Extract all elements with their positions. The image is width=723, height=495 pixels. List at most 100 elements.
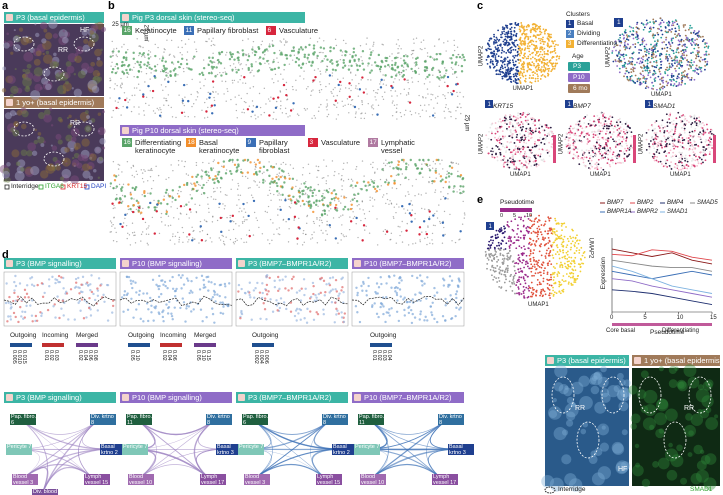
keratinocyte-dot — [271, 177, 274, 181]
cell-dot — [708, 137, 711, 139]
tissue-dot — [299, 187, 301, 190]
keratinocyte-dot — [285, 57, 289, 60]
image-texture — [43, 109, 51, 116]
tissue-dot — [154, 112, 156, 114]
tissue-dot — [122, 105, 124, 108]
cell-dot — [681, 158, 684, 160]
keratinocyte-dot — [256, 70, 260, 73]
keratinocyte-dot — [325, 68, 328, 72]
cell-dot — [702, 146, 705, 148]
tissue-dot — [219, 71, 221, 74]
tissue-dot — [464, 214, 466, 216]
keratinocyte-dot — [326, 58, 329, 61]
tissue-dot — [371, 166, 374, 169]
cell-dot — [684, 57, 686, 59]
cell-dot — [501, 75, 504, 78]
tissue-dot — [455, 162, 457, 165]
tissue-dot — [405, 68, 407, 71]
image-texture — [97, 112, 102, 116]
tissue-dot — [341, 174, 343, 177]
keratinocyte-dot — [127, 63, 131, 67]
keratinocyte-dot — [387, 181, 390, 184]
tissue-dot — [391, 187, 393, 189]
cell-dot — [668, 118, 671, 120]
tissue-dot — [252, 40, 255, 43]
tissue-dot — [115, 54, 118, 56]
tissue-dot — [153, 70, 155, 72]
keratinocyte-dot — [229, 53, 233, 56]
tissue-dot — [422, 96, 424, 98]
cell-dot — [334, 206, 337, 209]
tissue-dot — [210, 196, 212, 198]
tissue-dot — [133, 231, 136, 233]
cell-dot — [620, 129, 623, 132]
tissue-dot — [384, 233, 387, 235]
cell-dot — [529, 132, 532, 135]
tissue-dot — [220, 165, 223, 167]
tissue-dot — [195, 99, 197, 101]
cell-dot — [653, 34, 655, 37]
cell-dot — [535, 165, 538, 168]
tissue-dot — [428, 180, 430, 183]
keratinocyte-dot — [278, 167, 281, 170]
tissue-dot — [271, 78, 273, 80]
cell-dot — [656, 40, 659, 43]
cell-dot — [569, 128, 572, 131]
keratinocyte-dot — [391, 63, 394, 67]
keratinocyte-dot — [200, 71, 204, 75]
tissue-dot — [267, 205, 270, 208]
keratinocyte-dot — [372, 181, 376, 185]
cell-dot — [672, 52, 675, 55]
cell-dot — [532, 74, 535, 77]
cell-dot — [683, 164, 686, 167]
tissue-dot — [361, 60, 363, 62]
cell-dot — [522, 155, 525, 157]
image-texture — [89, 30, 94, 35]
tissue-dot — [273, 81, 275, 84]
cell-dot — [588, 152, 591, 154]
keratinocyte-dot — [210, 168, 213, 172]
cell-dot — [513, 39, 516, 42]
tissue-dot — [278, 227, 281, 229]
tissue-dot — [361, 200, 364, 202]
tissue-dot — [447, 193, 449, 195]
tissue-dot — [395, 111, 397, 113]
cell-dot — [660, 63, 663, 66]
cell-dot — [684, 45, 687, 48]
cell-dot — [677, 84, 679, 87]
keratinocyte-dot — [319, 46, 323, 49]
cell-dot — [671, 139, 674, 142]
cell-dot — [668, 165, 671, 167]
panel-header — [4, 12, 104, 23]
tissue-dot — [315, 194, 317, 197]
keratinocyte-dot — [451, 53, 455, 57]
keratinocyte-dot — [111, 67, 115, 71]
tissue-dot — [355, 113, 357, 115]
tissue-dot — [115, 231, 117, 234]
cell-dot — [624, 45, 627, 48]
tissue-dot — [317, 110, 320, 112]
keratinocyte-dot — [297, 189, 301, 192]
cell-dot — [531, 56, 534, 59]
cell-dot — [504, 35, 507, 38]
cell-dot — [499, 44, 502, 47]
tissue-dot — [273, 58, 275, 61]
tissue-dot — [109, 87, 111, 89]
keratinocyte-dot — [301, 199, 304, 203]
tissue-dot — [436, 210, 438, 212]
cell-dot — [681, 52, 684, 55]
cell-dot — [682, 43, 685, 46]
tissue-dot — [278, 49, 281, 52]
cell-dot — [578, 163, 581, 166]
image-texture — [74, 52, 79, 57]
cell-dot — [701, 127, 704, 130]
tissue-dot — [458, 189, 461, 191]
cell-dot — [704, 43, 707, 45]
tissue-dot — [322, 192, 324, 195]
keratinocyte-dot — [312, 210, 315, 214]
cell-dot — [632, 29, 635, 32]
tissue-dot — [434, 97, 437, 99]
tissue-dot — [448, 181, 450, 183]
cell-dot — [688, 148, 690, 151]
image-texture — [70, 127, 80, 137]
